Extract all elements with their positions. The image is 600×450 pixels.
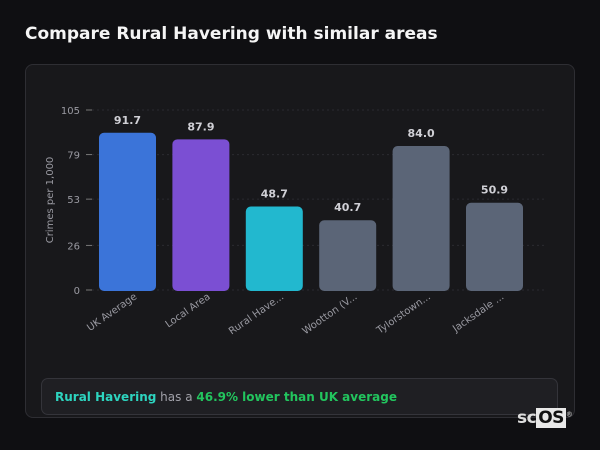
scos-logo: sc OS ® (517, 408, 573, 428)
x-tick-label: Tylorstown... (374, 291, 433, 337)
bar (99, 132, 156, 291)
data-label: 91.7 (114, 114, 141, 127)
x-tick-label: UK Average (85, 291, 139, 333)
bar (466, 202, 523, 291)
x-tick-label: Wootton (V... (301, 291, 360, 337)
data-label: 48.7 (261, 188, 288, 201)
summary-box: Rural Havering has a 46.9% lower than UK… (41, 378, 558, 415)
bar (319, 220, 377, 291)
data-label: 40.7 (334, 201, 361, 214)
bar (172, 139, 230, 291)
y-tick-label: 79 (67, 151, 80, 162)
x-tick-label: Jacksdale ... (450, 291, 506, 335)
y-tick-label: 0 (74, 286, 80, 297)
y-tick-label: 26 (67, 241, 80, 252)
y-tick-label: 53 (67, 195, 80, 206)
page-title: Compare Rural Havering with similar area… (25, 24, 438, 44)
data-label: 50.9 (481, 184, 508, 197)
bar (245, 206, 303, 291)
summary-comparison: 46.9% lower than UK average (196, 390, 397, 404)
data-label: 84.0 (408, 127, 435, 140)
bar (392, 146, 450, 291)
y-tick-label: 105 (61, 106, 80, 117)
x-tick-label: Local Area (164, 291, 213, 330)
summary-area: Rural Havering (55, 390, 157, 404)
summary-connector: has a (156, 390, 197, 404)
y-axis-label: Crimes per 1,000 (45, 157, 56, 244)
x-tick-label: Rural Have... (227, 291, 286, 337)
data-label: 87.9 (187, 120, 214, 133)
